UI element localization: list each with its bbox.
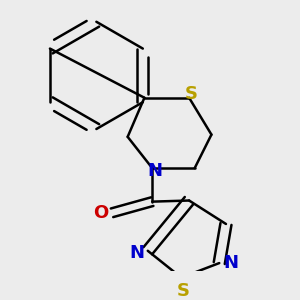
Text: N: N	[223, 254, 238, 272]
Text: N: N	[147, 163, 162, 181]
Text: S: S	[177, 282, 190, 300]
Text: S: S	[185, 85, 198, 103]
Text: N: N	[129, 244, 144, 262]
Text: O: O	[93, 204, 109, 222]
